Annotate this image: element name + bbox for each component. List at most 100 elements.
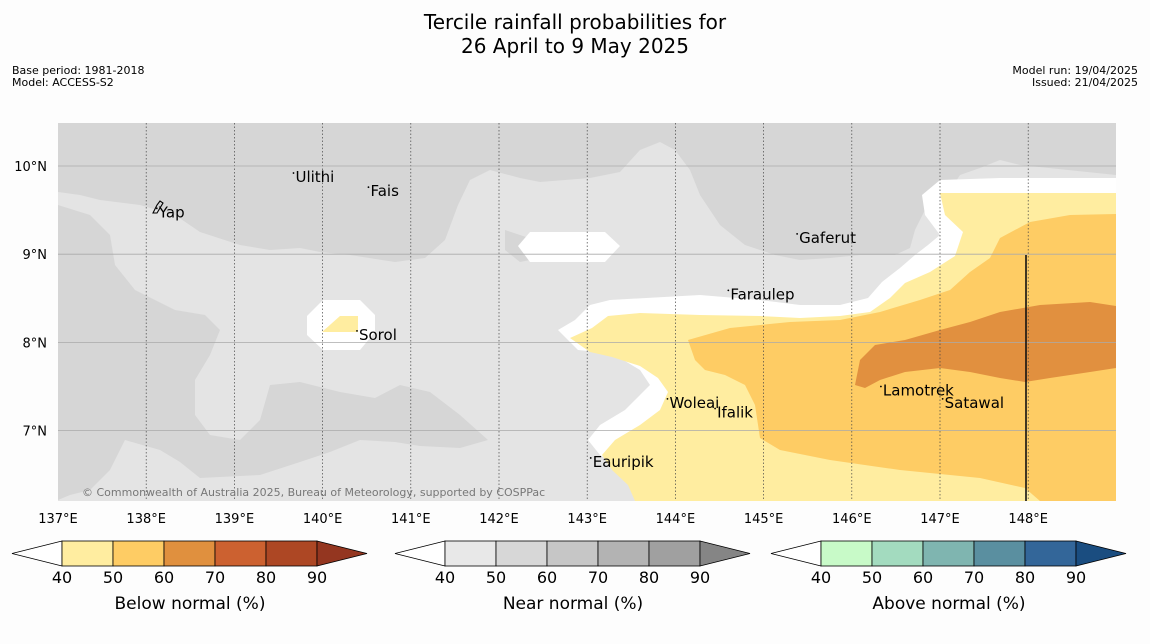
graticule [58,123,1116,501]
lat-tick-label: 10°N [14,160,47,175]
meta-right: Model run: 19/04/2025 Issued: 21/04/2025 [1012,65,1138,89]
colorbar-tick-label: 50 [103,568,123,587]
below-normal-colorbar-label: Below normal (%) [114,594,266,614]
colorbar-tick-label: 90 [307,568,327,587]
colorbars: 40 50 60 70 80 90 40 50 60 70 80 90 40 50 60 70 80 90 [11,540,1127,587]
lat-tick-label: 9°N [23,248,48,263]
near-normal-40-island-center [518,232,620,262]
lon-tick-label: 143°E [567,512,607,527]
colorbar-over-arrow [1075,540,1127,567]
lon-tick-label: 140°E [303,512,343,527]
colorbar-segment [597,540,650,567]
colorbar-tick-label: 70 [964,568,984,587]
colorbar-segment [922,540,975,567]
island-marker [714,407,716,410]
colorbar-segment [61,540,114,567]
colorbar-tick-label: 50 [486,568,506,587]
colorbar-2: 40 50 60 70 80 90 [394,540,751,587]
near-normal-50-region [58,123,1116,262]
lon-tick-label: 148°E [1008,512,1048,527]
colorbar-tick-label: 50 [862,568,882,587]
lat-tick-label: 8°N [23,336,48,351]
colorbar-tick-label: 40 [52,568,72,587]
lon-tick-label: 147°E [920,512,960,527]
island-marker [356,330,358,332]
below-normal-60-region [855,302,1116,388]
colorbar-tick-label: 90 [1066,568,1086,587]
colorbar-tick-label: 60 [913,568,933,587]
colorbar-tick-label: 80 [1015,568,1035,587]
place-label-eauripik: Eauripik [593,453,654,471]
colorbar-segment [648,540,701,567]
island-marker [367,186,370,189]
colorbar-under-arrow [11,540,63,567]
colorbar-over-arrow [699,540,751,567]
colorbar-tick-label: 60 [537,568,557,587]
colorbar-segment [973,540,1026,567]
lon-tick-label: 141°E [391,512,431,527]
island-marker [292,172,295,174]
above-normal-colorbar-label: Above normal (%) [872,594,1026,614]
yap-island-outline [152,200,164,214]
island-marker [941,397,944,400]
meta-left: Base period: 1981-2018 Model: ACCESS-S2 [12,65,144,89]
lon-tick-label: 145°E [744,512,784,527]
colorbar-tick-label: 90 [690,568,710,587]
place-label-fais: Fais [370,182,399,200]
place-label-lamotrek: Lamotrek [883,382,954,400]
place-label-faraulep: Faraulep [730,285,794,303]
lon-tick-label: 146°E [832,512,872,527]
island-marker [880,385,882,388]
map-title: Tercile rainfall probabilities for 26 Ap… [0,10,1150,58]
colorbar-3: 40 50 60 70 80 90 [770,540,1127,587]
island-marker [796,233,799,235]
colorbar-tick-label: 70 [205,568,225,587]
colorbar-segment [214,540,267,567]
colorbar-tick-label: 70 [588,568,608,587]
place-label-gaferut: Gaferut [799,229,856,247]
axis-tick-labels: 137°E 138°E 139°E 140°E 141°E 142°E 143°E 144°E… [14,160,1048,527]
colorbar-tick-label: 60 [154,568,174,587]
copyright-text: © Commonwealth of Australia 2025, Bureau… [82,486,545,499]
near-normal-50-region-west [58,205,488,500]
colorbar-under-arrow [394,540,446,567]
place-labels: Yap Ulithi Fais Sorol Gaferut Faraulep WoleaiI… [155,168,1004,471]
place-label-yap: Yap [158,203,185,221]
lon-tick-label: 139°E [215,512,255,527]
colorbar-1: 40 50 60 70 80 90 [11,540,368,587]
island-marker [666,397,669,400]
sorol-below-40-patch [322,316,358,332]
island-marker [155,207,158,210]
colorbar-segment [1024,540,1077,567]
colorbar-segment [546,540,599,567]
issued-text: Issued: 21/04/2025 [1031,76,1138,89]
place-label-satawal: Satawal [945,394,1004,412]
colorbar-segment [265,540,318,567]
colorbar-tick-label: 40 [435,568,455,587]
model-text: Model: ACCESS-S2 [12,76,114,89]
base-period-text: Base period: 1981-2018 [12,64,145,77]
lon-tick-label: 137°E [38,512,78,527]
place-label-sorol: Sorol [359,326,397,344]
island-marker [727,289,730,292]
lat-tick-label: 7°N [23,425,48,440]
lon-tick-label: 144°E [656,512,696,527]
near-normal-colorbar-label: Near normal (%) [502,594,644,614]
colorbar-segment [163,540,216,567]
title-line-2: 26 April to 9 May 2025 [461,34,689,58]
colorbar-segment [444,540,497,567]
place-label-ifalik: Ifalik [717,404,753,422]
colorbar-tick-label: 40 [811,568,831,587]
island-marker [589,457,592,459]
colorbar-tick-label: 80 [256,568,276,587]
colorbar-segment [820,540,873,567]
title-line-1: Tercile rainfall probabilities for [423,10,727,34]
model-run-text: Model run: 19/04/2025 [1012,64,1138,77]
lon-tick-label: 138°E [126,512,166,527]
colorbar-segment [112,540,165,567]
place-label-ulithi: Ulithi [295,168,334,186]
colorbar-tick-label: 80 [639,568,659,587]
colorbar-under-arrow [770,540,822,567]
colorbar-segment [495,540,548,567]
